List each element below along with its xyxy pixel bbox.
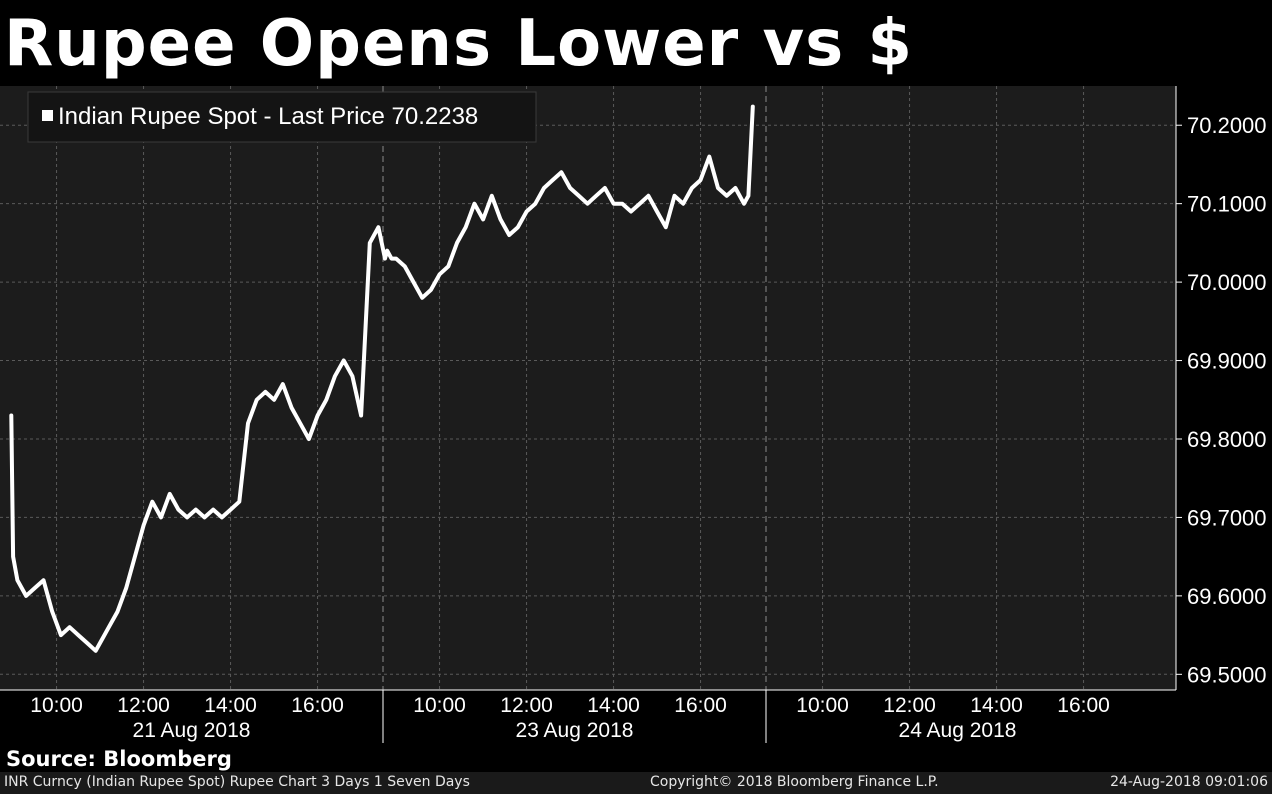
series-line-indian-rupee-spot bbox=[9, 104, 755, 653]
x-tick-label: 14:00 bbox=[204, 694, 257, 717]
line-chart: 69.5000 69.6000 69.7000 69.8000 69.9000 70.00… bbox=[0, 86, 1272, 743]
x-day-label: 24 Aug 2018 bbox=[899, 719, 1017, 742]
legend-swatch bbox=[42, 110, 53, 121]
axis-panel-background bbox=[1176, 86, 1272, 690]
source-label: Source: Bloomberg bbox=[6, 747, 232, 771]
y-tick-label: 69.5000 bbox=[1187, 662, 1267, 687]
x-tick-label: 16:00 bbox=[674, 694, 727, 717]
series-layer bbox=[9, 104, 755, 653]
x-tick-label: 10:00 bbox=[30, 694, 83, 717]
y-tick-label: 69.6000 bbox=[1187, 584, 1267, 609]
footer-bar bbox=[0, 772, 1272, 794]
y-axis-labels: 69.5000 69.6000 69.7000 69.8000 69.9000 70.00… bbox=[1187, 113, 1267, 687]
legend-box bbox=[27, 91, 537, 143]
y-tick-label: 69.9000 bbox=[1187, 349, 1267, 374]
x-tick-label: 12:00 bbox=[117, 694, 170, 717]
x-tick-label: 10:00 bbox=[413, 694, 466, 717]
x-tick-label: 14:00 bbox=[587, 694, 640, 717]
chart-title: Rupee Opens Lower vs $ bbox=[4, 7, 914, 81]
x-day-label: 23 Aug 2018 bbox=[516, 719, 634, 742]
x-tick-label: 14:00 bbox=[970, 694, 1023, 717]
x-tick-label: 12:00 bbox=[883, 694, 936, 717]
footer-copyright: Copyright© 2018 Bloomberg Finance L.P. bbox=[650, 774, 939, 790]
y-tick-label: 70.1000 bbox=[1187, 192, 1267, 217]
legend-label: Indian Rupee Spot - Last Price 70.2238 bbox=[58, 103, 478, 130]
y-tick-label: 70.0000 bbox=[1187, 270, 1267, 295]
y-tick-label: 69.8000 bbox=[1187, 427, 1267, 452]
x-axis-labels: 10:00 12:00 14:00 16:00 21 Aug 2018 10:00 12:0… bbox=[30, 694, 1110, 742]
x-day-label: 21 Aug 2018 bbox=[133, 719, 251, 742]
y-tick-label: 70.2000 bbox=[1187, 113, 1267, 138]
x-tick-label: 10:00 bbox=[796, 694, 849, 717]
footer-timestamp: 24-Aug-2018 09:01:06 bbox=[1110, 774, 1268, 790]
footer-description: INR Curncy (Indian Rupee Spot) Rupee Cha… bbox=[4, 774, 470, 790]
x-axis-background bbox=[0, 690, 1176, 743]
grid-lines bbox=[0, 86, 1182, 743]
x-tick-label: 12:00 bbox=[500, 694, 553, 717]
legend: Indian Rupee Spot - Last Price 70.2238 bbox=[27, 91, 537, 143]
plot-background bbox=[0, 86, 1176, 690]
x-tick-label: 16:00 bbox=[291, 694, 344, 717]
y-tick-label: 69.7000 bbox=[1187, 505, 1267, 530]
x-tick-label: 16:00 bbox=[1057, 694, 1110, 717]
